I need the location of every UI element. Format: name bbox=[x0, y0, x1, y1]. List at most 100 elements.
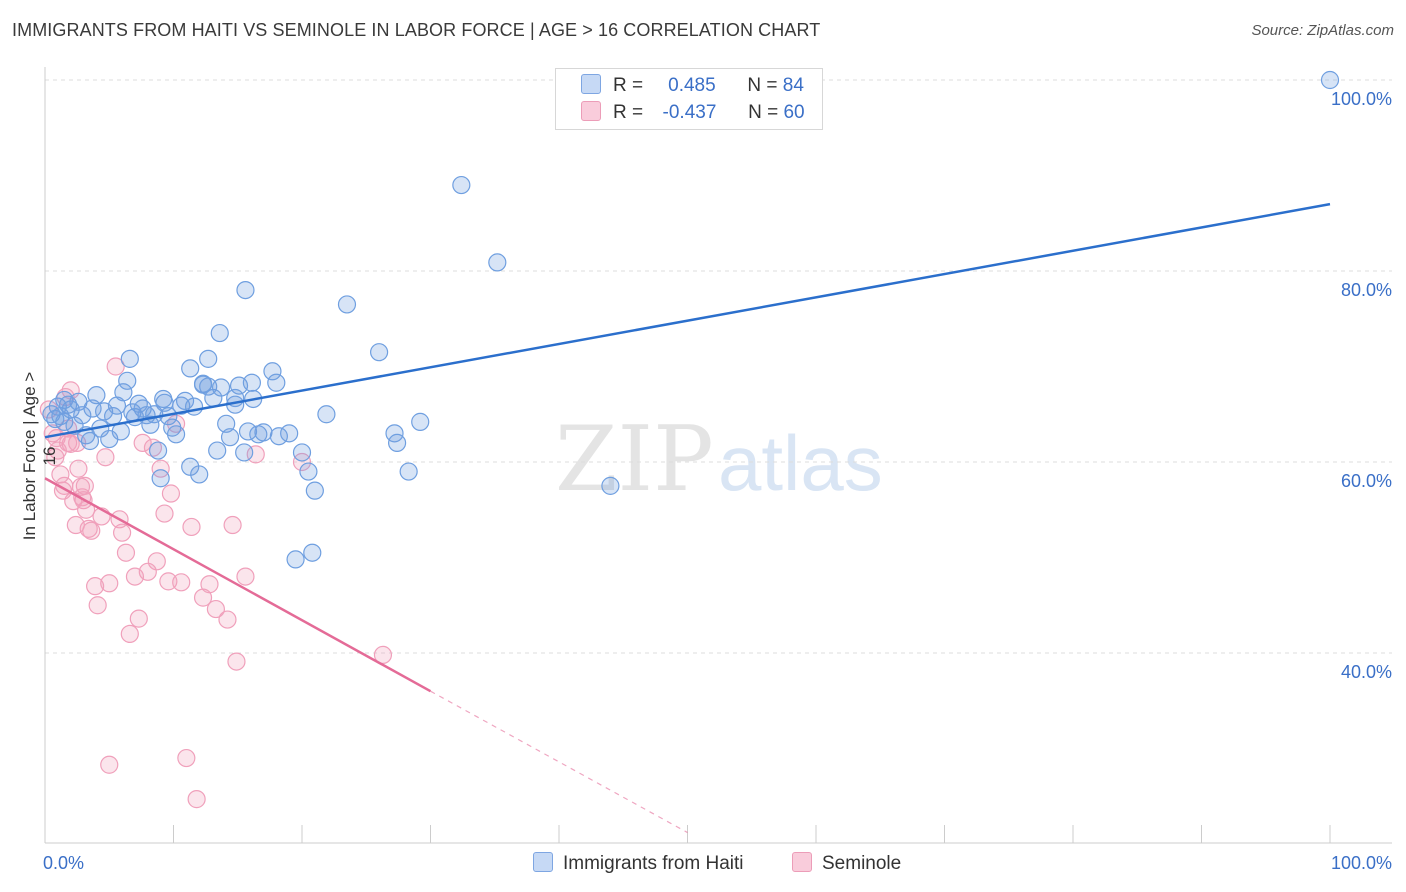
seminole-point bbox=[79, 519, 98, 538]
seminole-point bbox=[100, 574, 119, 593]
seminole-point bbox=[218, 610, 237, 629]
source-label: Source: ZipAtlas.com bbox=[1251, 22, 1394, 39]
seminole-point bbox=[69, 459, 88, 478]
haiti-point bbox=[236, 281, 255, 300]
seminole-point bbox=[159, 572, 178, 591]
seminole-point bbox=[133, 433, 152, 452]
seminole-point bbox=[200, 575, 219, 594]
seminole-point bbox=[112, 523, 132, 542]
haiti-point bbox=[263, 362, 282, 381]
watermark: ZIP atlas bbox=[555, 407, 883, 512]
haiti-point bbox=[303, 543, 322, 562]
bottom-legend-haiti: Immigrants from Haiti bbox=[533, 852, 744, 875]
seminole-point bbox=[373, 645, 393, 665]
seminole-point bbox=[292, 452, 312, 472]
seminole-point bbox=[106, 357, 125, 376]
legend-r-label: R = bbox=[613, 102, 644, 123]
haiti-point bbox=[337, 295, 357, 314]
seminole-point bbox=[151, 459, 170, 478]
haiti-point bbox=[118, 371, 137, 390]
seminole-point bbox=[120, 624, 139, 644]
watermark-atlas: atlas bbox=[718, 419, 883, 507]
legend-swatch-seminole bbox=[581, 101, 601, 121]
haiti-point bbox=[242, 373, 261, 392]
seminole-point bbox=[116, 543, 136, 562]
legend-swatch-haiti bbox=[581, 74, 601, 94]
seminole-point bbox=[227, 652, 246, 671]
seminole-point bbox=[100, 755, 119, 774]
haiti-point bbox=[238, 422, 258, 441]
haiti-point bbox=[55, 390, 74, 410]
haiti-point bbox=[120, 349, 139, 368]
seminole-point bbox=[246, 445, 265, 464]
legend: R = 0.485 N = 84 R = -0.437 N = 60 bbox=[555, 68, 823, 130]
seminole-point bbox=[177, 748, 196, 768]
haiti-point bbox=[151, 469, 170, 488]
haiti-point bbox=[208, 441, 227, 460]
haiti-point bbox=[299, 462, 318, 481]
seminole-point bbox=[88, 596, 107, 615]
haiti-point bbox=[452, 175, 471, 195]
legend-seminole-n: 60 bbox=[783, 102, 805, 123]
seminole-point bbox=[129, 609, 148, 628]
seminole-point bbox=[96, 448, 115, 467]
legend-haiti-n: 84 bbox=[782, 75, 804, 96]
haiti-point bbox=[87, 386, 106, 405]
haiti-point bbox=[211, 378, 231, 397]
x-tick-label: 100.0% bbox=[1331, 853, 1392, 873]
seminole-point bbox=[155, 504, 174, 523]
haiti-point bbox=[166, 425, 186, 444]
haiti-point bbox=[184, 397, 204, 416]
haiti-point bbox=[80, 431, 100, 451]
haiti-point bbox=[175, 391, 195, 410]
seminole-point bbox=[206, 599, 226, 619]
seminole-point bbox=[161, 484, 181, 503]
bottom-legend-label-seminole: Seminole bbox=[822, 853, 902, 874]
haiti-point bbox=[292, 443, 312, 462]
seminole-point bbox=[187, 790, 206, 809]
haiti-point bbox=[210, 323, 229, 343]
haiti-point bbox=[601, 476, 620, 495]
legend-n-label: N = bbox=[747, 75, 778, 96]
seminole-trend-extension bbox=[430, 690, 688, 834]
haiti-point bbox=[399, 462, 418, 481]
bottom-legend-seminole: Seminole bbox=[792, 852, 901, 875]
haiti-point bbox=[83, 399, 102, 418]
haiti-point bbox=[286, 550, 305, 569]
haiti-point bbox=[199, 349, 218, 368]
haiti-point bbox=[73, 406, 92, 425]
haiti-point bbox=[114, 383, 133, 402]
seminole-point bbox=[223, 515, 242, 535]
haiti-point bbox=[220, 428, 240, 447]
haiti-point bbox=[190, 465, 209, 484]
haiti-point bbox=[235, 443, 254, 462]
seminole-point bbox=[147, 552, 166, 571]
y-tick-label: 80.0% bbox=[1341, 280, 1392, 300]
haiti-point bbox=[269, 427, 288, 446]
legend-r-label: R = bbox=[613, 75, 644, 96]
bottom-legend-swatch-haiti bbox=[533, 852, 553, 872]
legend-seminole-r: -0.437 bbox=[662, 102, 717, 123]
seminole-point bbox=[138, 562, 157, 581]
bottom-legend-swatch-seminole bbox=[792, 852, 812, 872]
y-axis-label: In Labor Force | Age > 16 bbox=[20, 371, 59, 541]
haiti-point bbox=[154, 389, 173, 409]
seminole-point bbox=[75, 476, 94, 495]
seminole-point bbox=[82, 521, 101, 540]
haiti-point bbox=[411, 412, 430, 431]
haiti-point bbox=[387, 433, 407, 452]
legend-row-haiti: R = 0.485 N = 84 bbox=[581, 74, 804, 98]
seminole-point bbox=[236, 567, 255, 586]
haiti-point bbox=[317, 405, 336, 424]
seminole-point bbox=[86, 577, 105, 596]
y-tick-label: 40.0% bbox=[1341, 662, 1392, 682]
seminole-point bbox=[182, 517, 201, 537]
bottom-legend-label-haiti: Immigrants from Haiti bbox=[563, 853, 744, 874]
haiti-point bbox=[141, 415, 160, 434]
watermark-zip: ZIP bbox=[555, 407, 714, 512]
haiti-point bbox=[148, 441, 168, 460]
haiti-point bbox=[370, 343, 389, 362]
haiti-point bbox=[1320, 70, 1340, 90]
legend-n-label: N = bbox=[748, 102, 779, 123]
